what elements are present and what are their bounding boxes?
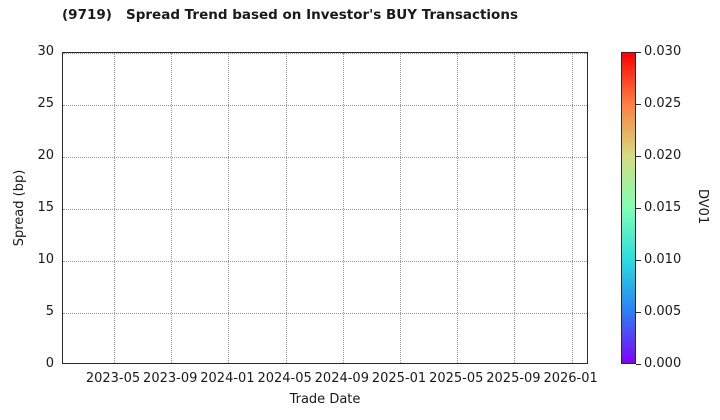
v-gridline (285, 53, 287, 363)
colorbar-tick-label: 0.020 (644, 148, 682, 163)
y-tick-label: 0 (45, 356, 54, 371)
v-gridline (571, 53, 573, 363)
x-tick-label: 2025-05 (429, 371, 484, 386)
colorbar-tick-label: 0.015 (644, 200, 682, 215)
colorbar-tick (636, 156, 641, 157)
v-gridline (114, 53, 116, 363)
colorbar-tick (636, 208, 641, 209)
colorbar-tick (636, 52, 641, 53)
colorbar (621, 52, 636, 364)
x-tick-label: 2023-05 (85, 371, 141, 386)
colorbar-tick-label: 0.005 (644, 304, 682, 319)
v-gridline (514, 53, 516, 363)
colorbar-tick-label: 0.000 (644, 356, 682, 371)
v-gridline (228, 53, 230, 363)
v-gridline (457, 53, 459, 363)
h-gridline (63, 105, 587, 106)
y-tick-label: 20 (37, 148, 54, 163)
chart-title: (9719) Spread Trend based on Investor's … (62, 7, 518, 23)
colorbar-tick-label: 0.010 (644, 252, 682, 267)
y-tick-label: 30 (37, 44, 54, 59)
x-tick-label: 2024-09 (314, 371, 369, 386)
x-tick-label: 2023-09 (143, 371, 198, 386)
y-tick-label: 15 (37, 200, 54, 215)
y-tick-label: 5 (45, 304, 54, 319)
colorbar-tick (636, 104, 641, 105)
y-tick-label: 25 (37, 96, 54, 111)
colorbar-label: DV01 (695, 189, 710, 225)
plot-area (62, 52, 588, 364)
colorbar-tick-label: 0.025 (644, 96, 682, 111)
v-gridline (171, 53, 173, 363)
h-gridline (63, 209, 587, 210)
x-axis-label: Trade Date (289, 392, 361, 407)
v-gridline (400, 53, 402, 363)
colorbar-tick (636, 260, 641, 261)
x-tick-label: 2025-01 (371, 371, 427, 386)
y-tick-label: 10 (37, 252, 54, 267)
h-gridline (63, 313, 587, 314)
colorbar-tick (636, 364, 641, 365)
h-gridline (63, 261, 587, 262)
colorbar-tick-label: 0.030 (644, 44, 682, 59)
v-gridline (342, 53, 344, 363)
x-tick-label: 2026-01 (543, 371, 598, 386)
h-gridline (63, 53, 587, 54)
x-tick-label: 2024-01 (200, 371, 255, 386)
h-gridline (63, 157, 587, 158)
colorbar-tick (636, 312, 641, 313)
x-tick-label: 2025-09 (486, 371, 541, 386)
x-tick-label: 2024-05 (257, 371, 312, 386)
